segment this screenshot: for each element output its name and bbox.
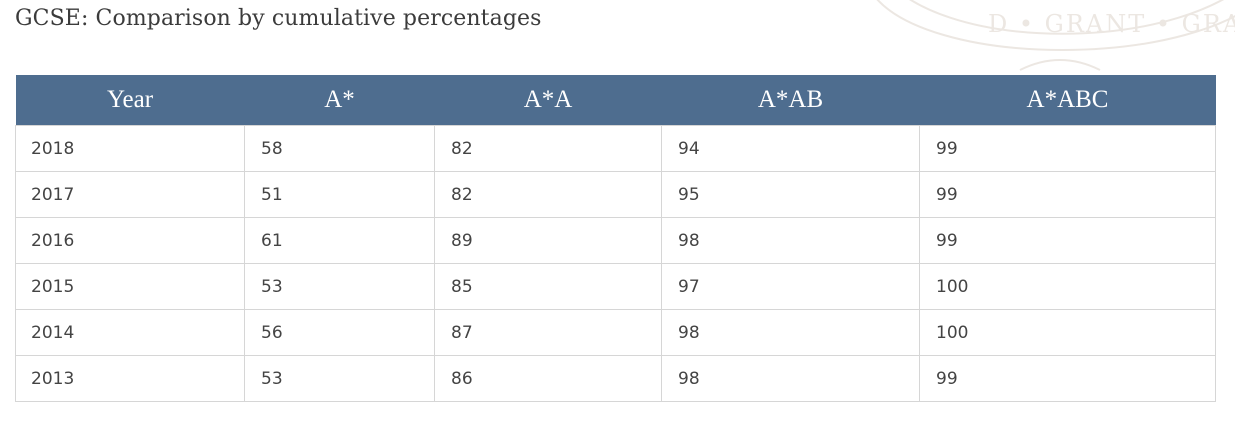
a-star-abc-cell: 100 [919,309,1216,356]
a-star-cell: 58 [244,125,435,172]
year-cell: 2014 [15,309,245,356]
table-row: 2013 53 86 98 99 [15,355,1216,402]
a-star-ab-cell: 94 [661,125,920,172]
a-star-cell: 53 [244,263,435,310]
a-star-abc-cell: 99 [919,171,1216,218]
table-body: 2018 58 82 94 99 2017 51 82 95 99 2016 6… [15,125,1216,402]
crest-watermark: D • GRANT • GRA [876,0,1235,71]
table-row: 2017 51 82 95 99 [15,171,1216,218]
column-header-a-star-a: A*A [434,75,662,126]
a-star-cell: 56 [244,309,435,356]
table-row: 2015 53 85 97 100 [15,263,1216,310]
year-cell: 2016 [15,217,245,264]
table-header: Year A* A*A A*AB A*ABC [15,75,1216,126]
a-star-abc-cell: 99 [919,355,1216,402]
a-star-a-cell: 89 [434,217,662,264]
a-star-a-cell: 86 [434,355,662,402]
table-row: 2018 58 82 94 99 [15,125,1216,172]
column-header-a-star-ab: A*AB [661,75,920,126]
column-header-year: Year [15,75,245,126]
table-row: 2014 56 87 98 100 [15,309,1216,356]
a-star-ab-cell: 95 [661,171,920,218]
a-star-a-cell: 87 [434,309,662,356]
table-row: 2016 61 89 98 99 [15,217,1216,264]
results-table: Year A* A*A A*AB A*ABC 2018 58 82 94 99 … [15,75,1216,402]
a-star-a-cell: 82 [434,171,662,218]
watermark-text: D • GRANT • GRA [988,10,1235,38]
page-title: GCSE: Comparison by cumulative percentag… [15,6,542,31]
year-cell: 2015 [15,263,245,310]
column-header-a-star: A* [244,75,435,126]
header-row: Year A* A*A A*AB A*ABC [15,75,1216,126]
a-star-abc-cell: 99 [919,217,1216,264]
a-star-cell: 61 [244,217,435,264]
a-star-ab-cell: 97 [661,263,920,310]
a-star-a-cell: 82 [434,125,662,172]
a-star-a-cell: 85 [434,263,662,310]
year-cell: 2018 [15,125,245,172]
year-cell: 2013 [15,355,245,402]
a-star-ab-cell: 98 [661,217,920,264]
a-star-ab-cell: 98 [661,355,920,402]
a-star-abc-cell: 100 [919,263,1216,310]
a-star-abc-cell: 99 [919,125,1216,172]
year-cell: 2017 [15,171,245,218]
a-star-cell: 51 [244,171,435,218]
a-star-cell: 53 [244,355,435,402]
a-star-ab-cell: 98 [661,309,920,356]
column-header-a-star-abc: A*ABC [919,75,1216,126]
